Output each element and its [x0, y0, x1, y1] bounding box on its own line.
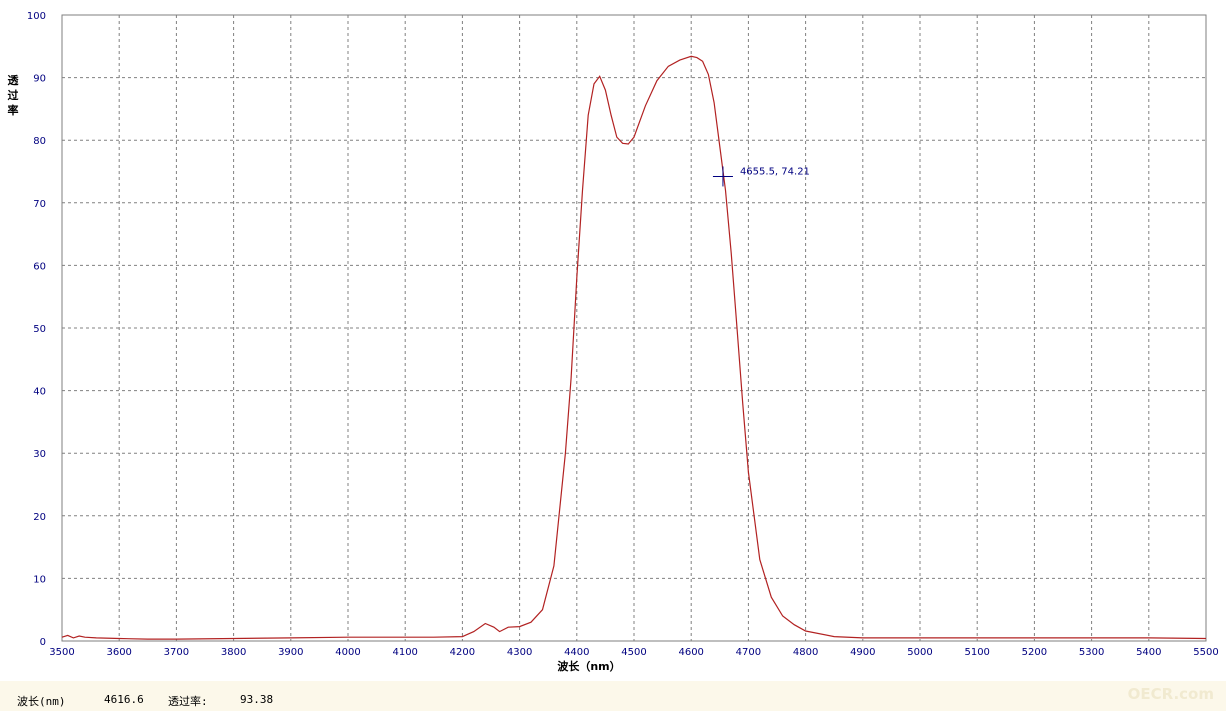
status-wavelength-value: 4616.6 [104, 693, 144, 706]
y-axis-label: 透过率 [8, 74, 20, 117]
x-tick-label: 3800 [221, 647, 246, 658]
x-axis-label: 波长（nm） [557, 659, 620, 673]
y-axis-label-char: 过 [8, 88, 19, 102]
y-tick-label: 100 [27, 11, 46, 22]
x-tick-label: 4400 [564, 647, 589, 658]
y-tick-label: 80 [33, 136, 46, 147]
x-tick-label: 3900 [278, 647, 303, 658]
x-tick-label: 4800 [793, 647, 818, 658]
x-tick-label: 4200 [450, 647, 475, 658]
y-tick-label: 20 [33, 512, 46, 523]
x-tick-label: 4500 [621, 647, 646, 658]
x-tick-label: 4000 [335, 647, 360, 658]
y-axis-label-char: 透 [8, 74, 20, 87]
y-tick-label: 70 [33, 199, 46, 210]
y-axis-label-char: 率 [8, 103, 19, 117]
x-tick-label: 5500 [1193, 647, 1218, 658]
status-bar: 波长(nm) 4616.6 透过率: 93.38 OECR.com [0, 681, 1226, 711]
x-tick-label: 4700 [736, 647, 761, 658]
x-tick-label: 5000 [907, 647, 932, 658]
y-tick-label: 0 [40, 637, 46, 648]
cursor-readout: 4655.5, 74.21 [740, 166, 810, 177]
x-tick-label: 4600 [678, 647, 703, 658]
x-tick-label: 3500 [49, 647, 74, 658]
y-tick-label: 10 [33, 574, 46, 585]
x-tick-label: 3700 [164, 647, 189, 658]
y-tick-label: 90 [33, 74, 46, 85]
y-tick-label: 40 [33, 387, 46, 398]
x-tick-label: 5100 [964, 647, 989, 658]
y-tick-label: 60 [33, 261, 46, 272]
transmittance-chart: 3500 3600 3700 3800 3900 4000 4100 4200 4300 4400… [8, 11, 1219, 673]
transmittance-curve [61, 55, 1207, 640]
plot-frame [61, 14, 1207, 642]
x-tick-label: 3600 [106, 647, 131, 658]
y-tick-label: 50 [33, 324, 46, 335]
x-tick-label: 5400 [1136, 647, 1161, 658]
cursor-marker[interactable]: 4655.5, 74.21 [712, 166, 810, 187]
x-tick-label: 4900 [850, 647, 875, 658]
grid-lines [62, 15, 1206, 641]
status-transmittance-label: 透过率: [168, 695, 208, 708]
tick-labels: 3500 3600 3700 3800 3900 4000 4100 4200 4300 4400… [27, 11, 1219, 658]
x-tick-label: 5300 [1079, 647, 1104, 658]
status-wavelength-label: 波长(nm) [17, 695, 66, 708]
x-tick-label: 4100 [392, 647, 417, 658]
watermark-logo: OECR.com [1127, 685, 1214, 703]
status-transmittance-value: 93.38 [240, 693, 274, 706]
x-tick-label: 4300 [507, 647, 532, 658]
y-tick-label: 30 [33, 449, 46, 460]
x-tick-label: 5200 [1022, 647, 1047, 658]
